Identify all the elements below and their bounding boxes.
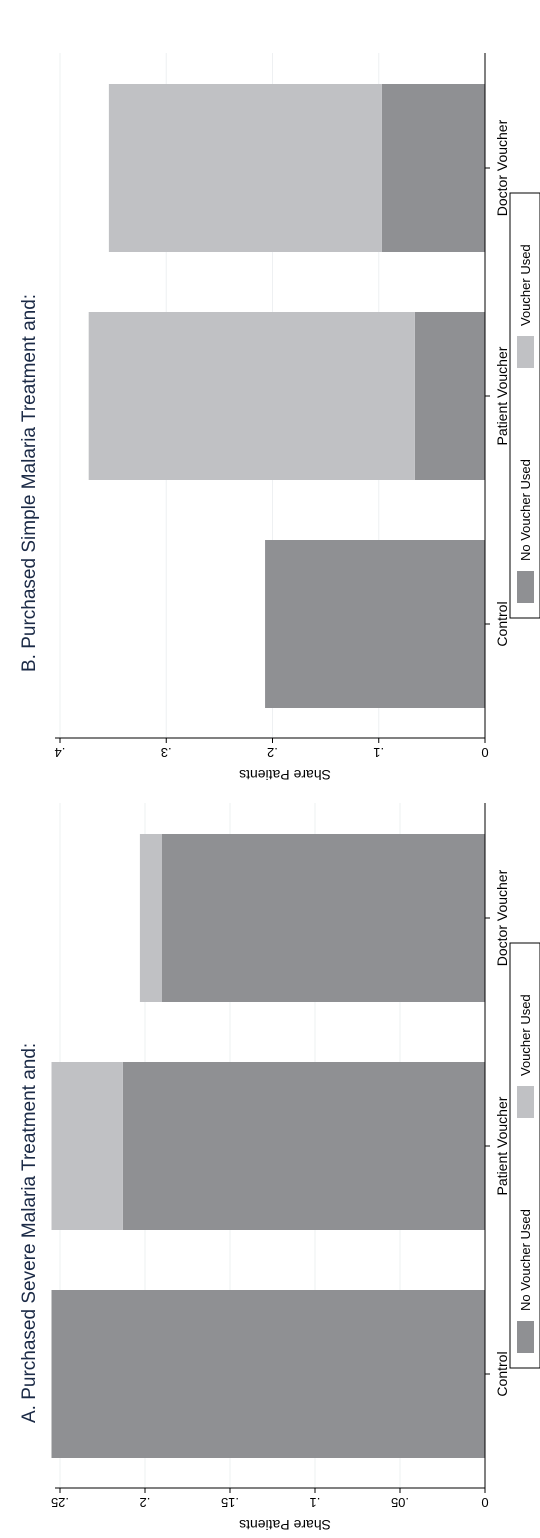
panel-a: A. Purchased Severe Malaria Treatment an… — [19, 803, 540, 1533]
panel-b-bar-no-voucher-0 — [265, 540, 485, 708]
panel-b: B. Purchased Simple Malaria Treatment an… — [19, 53, 540, 783]
panel-a-y-tick-label: .1 — [310, 1495, 321, 1510]
panel-b-y-tick-label: .3 — [161, 745, 172, 760]
panel-a-y-tick-label: .05 — [391, 1495, 409, 1510]
panel-b-legend-box — [509, 192, 540, 619]
panel-a-category-label: Patient Voucher — [494, 1096, 510, 1195]
panel-b-y-tick-label: 0 — [481, 745, 488, 760]
panel-a-y-tick-label: .15 — [221, 1495, 239, 1510]
panel-a-y-tick-label: 0 — [481, 1495, 488, 1510]
panel-a-legend-swatch — [517, 1321, 534, 1353]
panel-b-y-tick-label: .1 — [373, 745, 384, 760]
panel-b-bar-no-voucher-2 — [381, 84, 485, 252]
panel-a-bar-voucher-1 — [51, 1062, 123, 1230]
panel-b-bar-voucher-1 — [88, 312, 415, 480]
panel-a-y-axis-label: Share Patients — [239, 1517, 331, 1533]
panel-a-legend-box — [509, 942, 540, 1369]
panel-a-title: A. Purchased Severe Malaria Treatment an… — [19, 1043, 40, 1423]
panel-b-y-axis-label: Share Patients — [239, 767, 331, 783]
panel-b-legend-label: No Voucher Used — [518, 459, 533, 561]
panel-b-legend-swatch — [517, 571, 534, 603]
panel-a-bar-no-voucher-0 — [51, 1290, 485, 1458]
panel-a-legend-swatch — [517, 1086, 534, 1118]
panel-b-category-label: Patient Voucher — [494, 346, 510, 445]
panel-b-title: B. Purchased Simple Malaria Treatment an… — [19, 294, 40, 672]
panel-a-legend-label: No Voucher Used — [518, 1209, 533, 1311]
panel-a-category-label: Doctor Voucher — [494, 869, 510, 966]
panel-a-legend-label: Voucher Used — [518, 994, 533, 1076]
panel-a-bar-no-voucher-2 — [162, 834, 485, 1002]
panel-a-y-tick-label: .2 — [140, 1495, 151, 1510]
panel-a-y-tick-label: .25 — [51, 1495, 69, 1510]
panel-b-legend-label: Voucher Used — [518, 244, 533, 326]
panel-a-bar-no-voucher-1 — [122, 1062, 486, 1230]
panel-b-legend-swatch — [517, 336, 534, 368]
panel-b-bar-voucher-2 — [108, 84, 382, 252]
panel-b-bar-no-voucher-1 — [414, 312, 485, 480]
panel-b-y-tick-label: .4 — [55, 745, 66, 760]
panel-b-category-label: Control — [494, 601, 510, 646]
panel-a-bar-voucher-2 — [139, 834, 162, 1002]
panel-a-category-label: Control — [494, 1351, 510, 1396]
panel-b-y-tick-label: .2 — [267, 745, 278, 760]
panel-b-category-label: Doctor Voucher — [494, 119, 510, 216]
